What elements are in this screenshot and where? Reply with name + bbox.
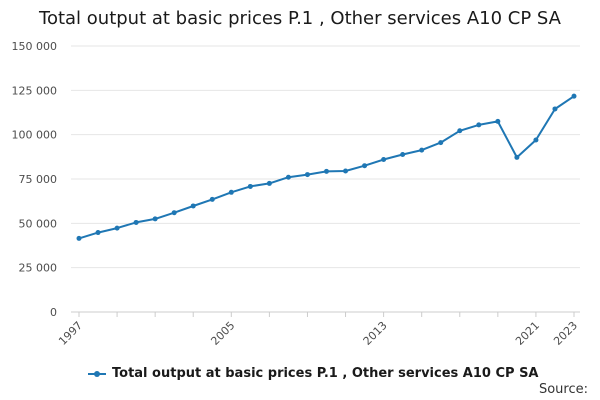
source-label: Source:: [538, 382, 588, 397]
chart-title: Total output at basic prices P.1 , Other…: [39, 8, 561, 29]
data-point[interactable]: [304, 172, 310, 178]
y-tick-label: 75 000: [19, 173, 58, 186]
data-point[interactable]: [190, 203, 196, 209]
data-point[interactable]: [324, 168, 329, 174]
data-point[interactable]: [400, 152, 406, 158]
data-point[interactable]: [552, 106, 558, 112]
series-line: [78, 95, 575, 240]
grid-lines: [71, 45, 580, 313]
x-tick-label: 2005: [208, 319, 237, 348]
series-layer: [76, 93, 577, 241]
legend-swatch-icon: [88, 369, 106, 379]
legend-label: Total output at basic prices P.1 , Other…: [112, 366, 539, 381]
x-axis: 1997 2005 2013 2021 2023: [56, 311, 580, 348]
data-point[interactable]: [152, 216, 158, 222]
y-tick-label: 150 000: [12, 40, 58, 53]
data-point[interactable]: [362, 163, 368, 169]
data-point[interactable]: [457, 128, 463, 134]
legend[interactable]: Total output at basic prices P.1 , Other…: [88, 366, 539, 381]
data-point[interactable]: [209, 196, 215, 202]
y-tick-label: 0: [50, 306, 57, 319]
y-tick-label: 25 000: [19, 262, 58, 275]
data-point[interactable]: [476, 122, 482, 128]
data-point[interactable]: [266, 180, 272, 186]
data-point[interactable]: [343, 168, 349, 174]
x-tick-label: 2013: [361, 319, 390, 348]
data-point[interactable]: [285, 174, 291, 180]
y-axis: 0 25 000 50 000 75 000 100 000 125 000 150 000: [12, 40, 58, 319]
data-point[interactable]: [438, 140, 444, 146]
data-point[interactable]: [76, 235, 82, 241]
data-point[interactable]: [381, 156, 387, 162]
data-point[interactable]: [533, 137, 539, 143]
data-point[interactable]: [228, 189, 234, 195]
y-tick-label: 100 000: [12, 129, 58, 142]
x-tick-label: 1997: [56, 319, 85, 348]
y-tick-label: 50 000: [19, 217, 58, 230]
data-point[interactable]: [95, 230, 101, 236]
x-tick-label: 2023: [551, 319, 580, 348]
data-point[interactable]: [133, 219, 139, 225]
data-point[interactable]: [514, 154, 520, 160]
data-point[interactable]: [419, 147, 425, 153]
y-tick-label: 125 000: [12, 84, 58, 97]
x-tick-label: 2021: [513, 319, 542, 348]
data-point[interactable]: [571, 93, 577, 99]
data-point[interactable]: [171, 210, 177, 216]
data-point[interactable]: [247, 183, 253, 189]
data-point[interactable]: [114, 225, 120, 231]
data-point[interactable]: [495, 118, 501, 124]
